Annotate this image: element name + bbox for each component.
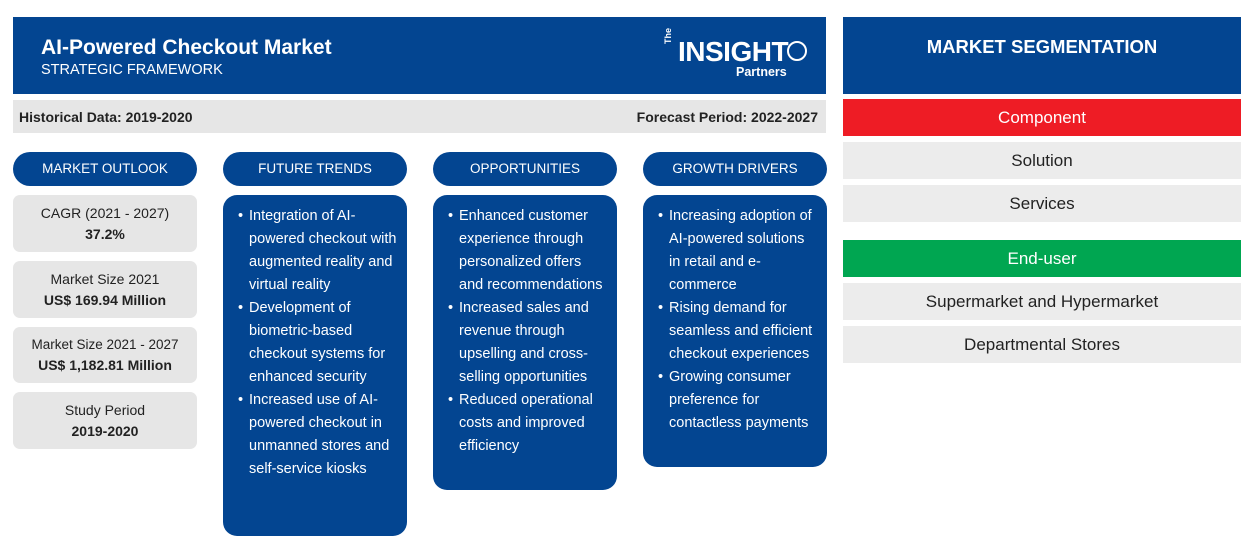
list-item: Development of biometric-based checkout … xyxy=(238,297,399,389)
insight-partners-logo: The INSIGHT Partners xyxy=(663,28,813,82)
list-item: Increased sales and revenue through upse… xyxy=(448,297,609,389)
stat-value: US$ 1,182.81 Million xyxy=(38,357,172,373)
stat-label: Study Period xyxy=(64,402,146,418)
segment-category-end-user: End-user xyxy=(843,240,1241,277)
header-banner: AI-Powered Checkout Market STRATEGIC FRA… xyxy=(13,17,826,94)
future-trends-panel: Integration of AI-powered checkout with … xyxy=(223,195,407,536)
stat-market-size-range: Market Size 2021 - 2027 US$ 1,182.81 Mil… xyxy=(13,327,197,383)
logo-main-text: INSIGHT xyxy=(678,36,789,67)
forecast-period: Forecast Period: 2022-2027 xyxy=(636,109,818,125)
list-item: Growing consumer preference for contactl… xyxy=(658,366,819,435)
page-subtitle: STRATEGIC FRAMEWORK xyxy=(41,62,223,78)
market-segmentation-heading: MARKET SEGMENTATION xyxy=(843,17,1241,94)
segment-item-services: Services xyxy=(843,185,1241,222)
market-outlook-heading: MARKET OUTLOOK xyxy=(13,152,197,186)
segment-category-component: Component xyxy=(843,99,1241,136)
segment-item-supermarket: Supermarket and Hypermarket xyxy=(843,283,1241,320)
growth-drivers-heading: GROWTH DRIVERS xyxy=(643,152,827,186)
stat-value: 2019-2020 xyxy=(71,423,139,439)
list-item: Enhanced customer experience through per… xyxy=(448,205,609,297)
stat-study-period: Study Period 2019-2020 xyxy=(13,392,197,449)
stat-label: CAGR (2021 - 2027) xyxy=(40,205,170,221)
list-item: Increased use of AI-powered checkout in … xyxy=(238,389,399,481)
stat-label: Market Size 2021 - 2027 xyxy=(31,337,179,352)
opportunities-heading: OPPORTUNITIES xyxy=(433,152,617,186)
page-title: AI-Powered Checkout Market xyxy=(41,36,332,59)
stat-market-size-2021: Market Size 2021 US$ 169.94 Million xyxy=(13,261,197,318)
list-item: Integration of AI-powered checkout with … xyxy=(238,205,399,297)
future-trends-heading: FUTURE TRENDS xyxy=(223,152,407,186)
opportunities-panel: Enhanced customer experience through per… xyxy=(433,195,617,490)
segment-item-solution: Solution xyxy=(843,142,1241,179)
list-item: Rising demand for seamless and efficient… xyxy=(658,297,819,366)
stat-cagr: CAGR (2021 - 2027) 37.2% xyxy=(13,195,197,252)
list-item: Reduced operational costs and improved e… xyxy=(448,389,609,458)
logo-sub-text: Partners xyxy=(736,65,787,79)
stat-label: Market Size 2021 xyxy=(50,271,160,287)
stat-value: 37.2% xyxy=(85,226,125,242)
logo-ring-icon xyxy=(787,41,807,61)
growth-drivers-panel: Increasing adoption of AI-powered soluti… xyxy=(643,195,827,467)
stat-value: US$ 169.94 Million xyxy=(43,292,167,308)
period-bar: Historical Data: 2019-2020 Forecast Peri… xyxy=(13,100,826,133)
segment-item-departmental-stores: Departmental Stores xyxy=(843,326,1241,363)
list-item: Increasing adoption of AI-powered soluti… xyxy=(658,205,819,297)
logo-the-text: The xyxy=(663,27,673,44)
historical-data: Historical Data: 2019-2020 xyxy=(19,109,193,125)
